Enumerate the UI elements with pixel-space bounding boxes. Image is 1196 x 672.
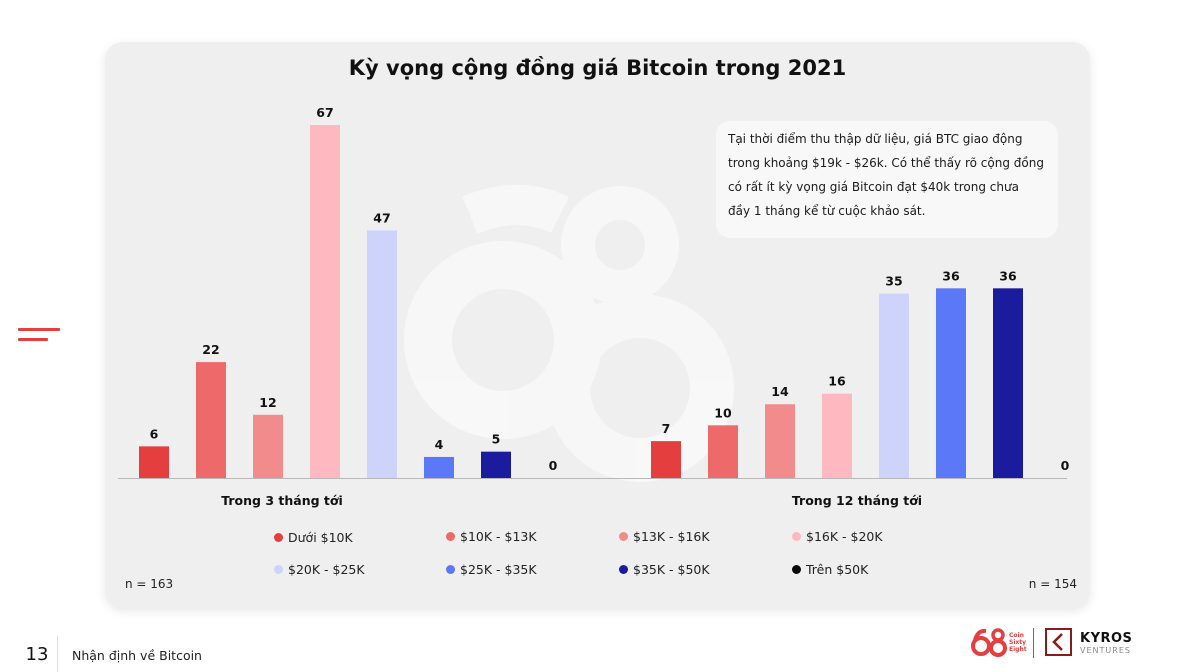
coin68-line2: Sixty <box>1009 639 1026 646</box>
legend-item: $35K - $50K <box>619 562 710 577</box>
coin68-logo: Coin Sixty Eight <box>971 628 1027 657</box>
legend-item: Dưới $10K <box>274 530 353 545</box>
bar-value-label: 6 <box>150 426 159 441</box>
sample-size-right: n = 154 <box>1028 577 1077 591</box>
legend-label: $20K - $25K <box>288 562 365 577</box>
legend-swatch <box>446 565 455 574</box>
bar-value-label: 36 <box>942 268 960 283</box>
coin68-line3: Eight <box>1009 646 1027 653</box>
bar-value-label: 7 <box>662 421 671 436</box>
bar-value-label: 10 <box>714 405 732 420</box>
legend-swatch <box>274 565 283 574</box>
menu-icon[interactable] <box>18 328 60 348</box>
legend-item: $25K - $35K <box>446 562 537 577</box>
group-label-12-months: Trong 12 tháng tới <box>791 493 923 508</box>
bar-value-label: 22 <box>202 342 219 357</box>
bar <box>196 362 226 478</box>
legend-label: $25K - $35K <box>460 562 537 577</box>
bar <box>708 425 738 478</box>
logo-divider <box>1033 628 1034 658</box>
bar-value-label: 0 <box>549 458 558 473</box>
legend-item: $10K - $13K <box>446 529 537 544</box>
legend-swatch <box>792 565 801 574</box>
coin68-line1: Coin <box>1009 632 1024 639</box>
legend-label: $10K - $13K <box>460 529 537 544</box>
bar <box>139 446 169 478</box>
sample-size-left: n = 163 <box>125 577 174 591</box>
kyros-logo-subtext: VENTURES <box>1080 646 1131 655</box>
bar-value-label: 12 <box>259 395 276 410</box>
bar <box>936 288 966 478</box>
bar <box>310 125 340 478</box>
bar-value-label: 0 <box>1061 458 1070 473</box>
legend-swatch <box>619 565 628 574</box>
bar <box>765 404 795 478</box>
legend-swatch <box>792 532 801 541</box>
bar-value-label: 14 <box>771 384 789 399</box>
bar-value-label: 47 <box>373 210 390 225</box>
legend-label: $35K - $50K <box>633 562 710 577</box>
legend-label: $16K - $20K <box>806 529 883 544</box>
legend-label: Dưới $10K <box>288 530 353 545</box>
bar <box>481 451 511 478</box>
bar-value-label: 67 <box>316 105 333 120</box>
bar <box>367 230 397 478</box>
legend-item: Trên $50K <box>792 562 868 577</box>
legend-swatch <box>619 532 628 541</box>
legend-item: $20K - $25K <box>274 562 365 577</box>
bar <box>424 456 454 478</box>
legend-label: Trên $50K <box>806 562 869 577</box>
bar <box>651 441 681 478</box>
bar <box>993 288 1023 478</box>
legend-item: $16K - $20K <box>792 529 883 544</box>
group-label-3-months: Trong 3 tháng tới <box>221 493 343 508</box>
legend-label: $13K - $16K <box>633 529 710 544</box>
bar-value-label: 36 <box>999 268 1017 283</box>
legend-swatch <box>446 532 455 541</box>
bar <box>879 293 909 478</box>
chart-title: Kỳ vọng cộng đồng giá Bitcoin trong 2021 <box>348 56 847 80</box>
watermark-logo <box>404 185 734 482</box>
annotation-callout: Tại thời điểm thu thập dữ liệu, giá BTC … <box>716 121 1058 238</box>
bar-value-label: 35 <box>885 274 902 289</box>
footer-title: Nhận định về Bitcoin <box>72 648 202 663</box>
bar-value-label: 5 <box>492 432 501 447</box>
legend-item: $13K - $16K <box>619 529 710 544</box>
bar <box>822 393 852 478</box>
bar <box>253 414 283 478</box>
bar-value-label: 4 <box>435 437 444 452</box>
legend-swatch <box>274 533 283 542</box>
kyros-logo-icon <box>1045 628 1072 656</box>
bar-value-label: 16 <box>828 374 846 389</box>
kyros-logo-text: KYROS <box>1080 631 1133 646</box>
page-number: 13 <box>17 636 58 672</box>
